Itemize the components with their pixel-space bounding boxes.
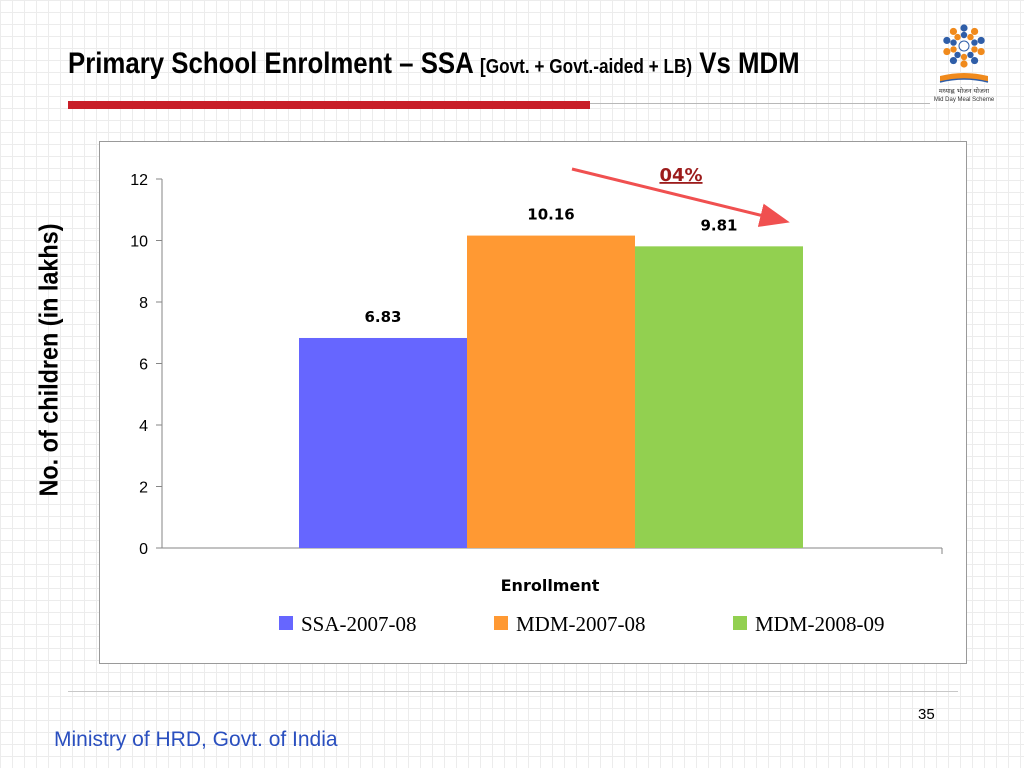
title-underline-gray: [590, 103, 930, 104]
y-tick-label: 2: [139, 480, 148, 497]
trend-arrow: [571, 167, 790, 227]
y-tick-label: 0: [139, 541, 148, 558]
legend-entry: SSA-2007-08: [301, 612, 417, 636]
data-label: 9.81: [700, 216, 737, 234]
slide-title-end: Vs MDM: [692, 47, 800, 80]
x-axis-label: Enrollment: [501, 576, 600, 595]
footer-rule: [68, 691, 958, 692]
title-underline-red: [68, 101, 590, 109]
bar-ssa-2007-08: [299, 337, 467, 548]
y-tick-label: 6: [139, 357, 148, 374]
mid-day-meal-logo: मध्याह्न भोजन योजना Mid Day Meal Scheme: [934, 24, 995, 103]
legend-swatch: [494, 616, 508, 630]
y-tick-label: 4: [139, 418, 148, 435]
y-tick-label: 8: [139, 295, 148, 312]
logo-hindi-text: मध्याह्न भोजन योजना: [939, 87, 990, 95]
legend-entry: MDM-2008-09: [755, 612, 885, 636]
legend-entry: MDM-2007-08: [516, 612, 646, 636]
y-tick-label: 12: [130, 172, 148, 189]
slide-title-main: Primary School Enrolment – SSA: [68, 47, 480, 80]
annotation-label: 04%: [659, 165, 702, 186]
legend-swatch: [279, 616, 293, 630]
data-label: 6.83: [364, 308, 401, 326]
legend-swatch: [733, 616, 747, 630]
page-number: 35: [918, 706, 935, 723]
slide-title: Primary School Enrolment – SSA [Govt. + …: [68, 44, 800, 81]
bar-mdm-2007-08: [467, 235, 635, 548]
data-label: 10.16: [527, 206, 574, 224]
logo-english-text: Mid Day Meal Scheme: [934, 97, 995, 103]
slide-title-sub: [Govt. + Govt.-aided + LB): [479, 56, 693, 78]
bar-mdm-2008-09: [635, 246, 803, 548]
y-tick-label: 10: [130, 234, 148, 251]
footer-text: Ministry of HRD, Govt. of India: [54, 728, 338, 751]
logo-people-ring-icon: [943, 24, 985, 68]
